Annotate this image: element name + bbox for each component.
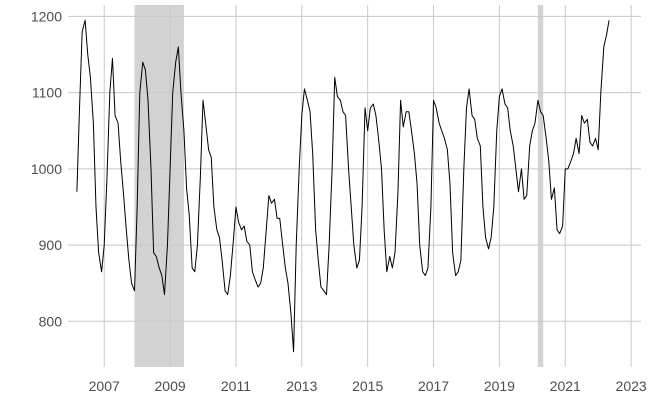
shaded-period-1	[537, 5, 544, 367]
x-tick-label: 2011	[221, 378, 251, 394]
x-tick-label: 2007	[89, 378, 120, 394]
x-tick-label: 2013	[286, 378, 317, 394]
x-tick-label: 2017	[418, 378, 449, 394]
y-tick-label: 1100	[32, 85, 62, 101]
x-tick-label: 2023	[616, 378, 647, 394]
y-tick-label: 900	[39, 237, 63, 253]
series-line	[76, 19, 610, 353]
series-layer	[76, 19, 610, 353]
y-tick-label: 1200	[31, 8, 62, 24]
y-tick-label: 1000	[31, 161, 62, 177]
x-tick-label: 2009	[155, 378, 186, 394]
x-tick-label: 2015	[352, 378, 383, 394]
x-tick-label: 2021	[550, 378, 581, 394]
x-axis: 2007 2009 2011 2013 2015 2017 2019 2021 2023	[89, 378, 647, 394]
x-tick-label: 2019	[484, 378, 515, 394]
y-axis: 800 900 1000 1100 1200	[31, 8, 62, 329]
y-tick-label: 800	[39, 313, 63, 329]
grid	[68, 5, 641, 367]
